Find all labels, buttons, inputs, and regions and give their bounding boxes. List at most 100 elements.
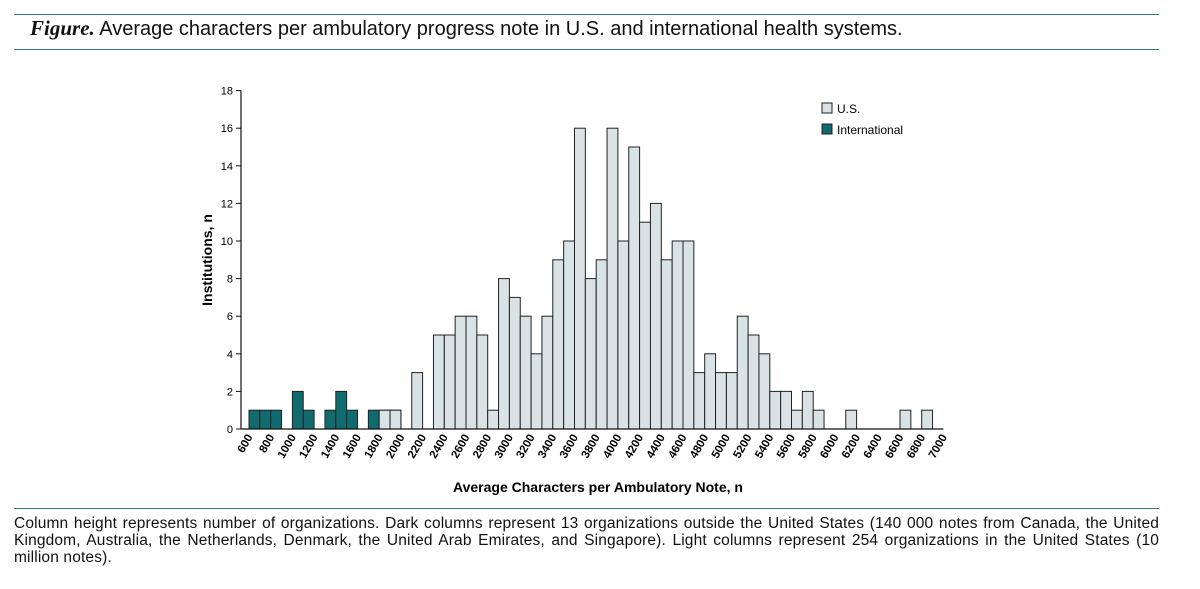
bar-us bbox=[715, 372, 727, 430]
y-axis-label: Institutions, n bbox=[199, 214, 215, 306]
y-tick-label: 16 bbox=[221, 123, 233, 135]
bar-us bbox=[378, 409, 391, 430]
legend-swatch-international bbox=[821, 123, 833, 135]
x-tick-label: 1400 bbox=[319, 433, 342, 461]
bar-us bbox=[519, 315, 532, 430]
bar-international bbox=[270, 409, 283, 430]
bar-us bbox=[498, 278, 510, 430]
bar-us bbox=[845, 409, 858, 430]
x-tick-label: 800 bbox=[257, 433, 277, 456]
bar-us bbox=[758, 353, 771, 430]
bar-us bbox=[671, 240, 684, 430]
y-tick-label: 0 bbox=[227, 424, 233, 436]
caption-rule bbox=[14, 508, 1159, 509]
bar-us bbox=[780, 390, 793, 430]
x-tick-label: 4600 bbox=[666, 433, 689, 461]
x-tick-label: 6200 bbox=[840, 433, 863, 461]
bar-us bbox=[899, 409, 912, 430]
bar-us bbox=[704, 353, 717, 430]
bar-us bbox=[660, 259, 673, 430]
bar-us bbox=[693, 372, 706, 430]
bar-international bbox=[259, 409, 272, 430]
bar-us bbox=[747, 334, 760, 430]
bar-international bbox=[335, 390, 348, 430]
bar-us bbox=[411, 372, 424, 430]
bar-us bbox=[606, 127, 619, 430]
bars-group bbox=[248, 127, 934, 430]
bar-us bbox=[584, 278, 597, 430]
bar-international bbox=[248, 409, 261, 430]
bar-us bbox=[769, 390, 782, 430]
y-tick-label: 6 bbox=[227, 311, 233, 323]
bar-us bbox=[736, 315, 749, 430]
x-tick-label: 5800 bbox=[797, 433, 820, 461]
bar-us bbox=[574, 127, 586, 430]
bar-us bbox=[725, 372, 738, 430]
histogram-chart: 0 2 4 6 8 10 12 14 16 18 600 8001000120014001600180… bbox=[199, 86, 950, 495]
x-tick-label: 3800 bbox=[580, 433, 603, 461]
y-tick-label: 8 bbox=[227, 274, 233, 286]
bar-international bbox=[302, 409, 315, 430]
x-tick-label: 4000 bbox=[601, 433, 624, 461]
x-tick-label: 2000 bbox=[384, 433, 407, 461]
x-tick-label: 2200 bbox=[406, 433, 429, 461]
bar-us bbox=[563, 240, 576, 430]
legend-label-us: U.S. bbox=[837, 102, 860, 116]
bar-us bbox=[541, 315, 554, 430]
x-tick-label: 5600 bbox=[775, 433, 798, 461]
x-tick-label: 6400 bbox=[862, 433, 885, 461]
x-tick-label: 3600 bbox=[558, 433, 581, 461]
bar-us bbox=[487, 409, 500, 430]
bar-us bbox=[595, 259, 608, 430]
bar-international bbox=[291, 390, 304, 430]
x-tick-label: 4200 bbox=[623, 433, 646, 461]
bar-us bbox=[801, 390, 814, 430]
bar-us bbox=[443, 334, 456, 430]
legend: U.S. International bbox=[821, 102, 903, 137]
bar-us bbox=[812, 409, 825, 430]
y-tick-label: 12 bbox=[221, 198, 233, 210]
bar-us bbox=[791, 409, 803, 430]
bar-us bbox=[628, 146, 641, 430]
bar-international bbox=[367, 409, 380, 430]
x-tick-label: 2800 bbox=[471, 433, 494, 461]
figure-title: Figure. Average characters per ambulator… bbox=[30, 16, 903, 41]
figure-title-text: Average characters per ambulatory progre… bbox=[99, 18, 903, 40]
x-tick-label: 5400 bbox=[753, 433, 776, 461]
x-tick-label: 5200 bbox=[732, 433, 755, 461]
y-tick-label: 2 bbox=[227, 386, 233, 398]
x-tick-label: 2600 bbox=[449, 433, 472, 461]
figure-caption: Column height represents number of organ… bbox=[14, 515, 1159, 566]
bar-us bbox=[552, 259, 565, 430]
x-tick-label: 3400 bbox=[536, 433, 559, 461]
bar-us bbox=[454, 315, 467, 430]
x-tick-label: 6600 bbox=[883, 433, 906, 461]
y-tick-label: 14 bbox=[221, 161, 233, 173]
bar-us bbox=[617, 240, 630, 430]
figure-label: Figure. bbox=[30, 16, 95, 40]
x-tick-label: 7000 bbox=[927, 433, 950, 461]
x-tick-label: 5000 bbox=[710, 433, 733, 461]
bar-us bbox=[508, 296, 521, 430]
x-tick-label: 1800 bbox=[363, 433, 386, 461]
bar-us bbox=[921, 409, 934, 430]
bar-us bbox=[476, 334, 489, 430]
x-tick-label: 6800 bbox=[905, 433, 928, 461]
x-tick-label: 1200 bbox=[298, 433, 321, 461]
legend-label-international: International bbox=[837, 123, 903, 137]
y-tick-label: 10 bbox=[221, 236, 233, 248]
bar-international bbox=[324, 409, 337, 430]
bar-us bbox=[530, 353, 543, 430]
x-tick-label: 1000 bbox=[276, 433, 299, 461]
y-tick-label: 4 bbox=[227, 349, 233, 361]
x-tick-label: 6000 bbox=[818, 433, 841, 461]
legend-swatch-us bbox=[821, 102, 833, 114]
bar-us bbox=[649, 202, 662, 430]
x-tick-label: 2400 bbox=[428, 433, 451, 461]
x-tick-label: 1600 bbox=[341, 433, 364, 461]
x-axis-label: Average Characters per Ambulatory Note, … bbox=[453, 479, 743, 495]
bar-us bbox=[639, 221, 651, 430]
x-tick-label: 600 bbox=[236, 433, 256, 456]
bar-us bbox=[389, 409, 402, 430]
bar-international bbox=[346, 409, 358, 430]
